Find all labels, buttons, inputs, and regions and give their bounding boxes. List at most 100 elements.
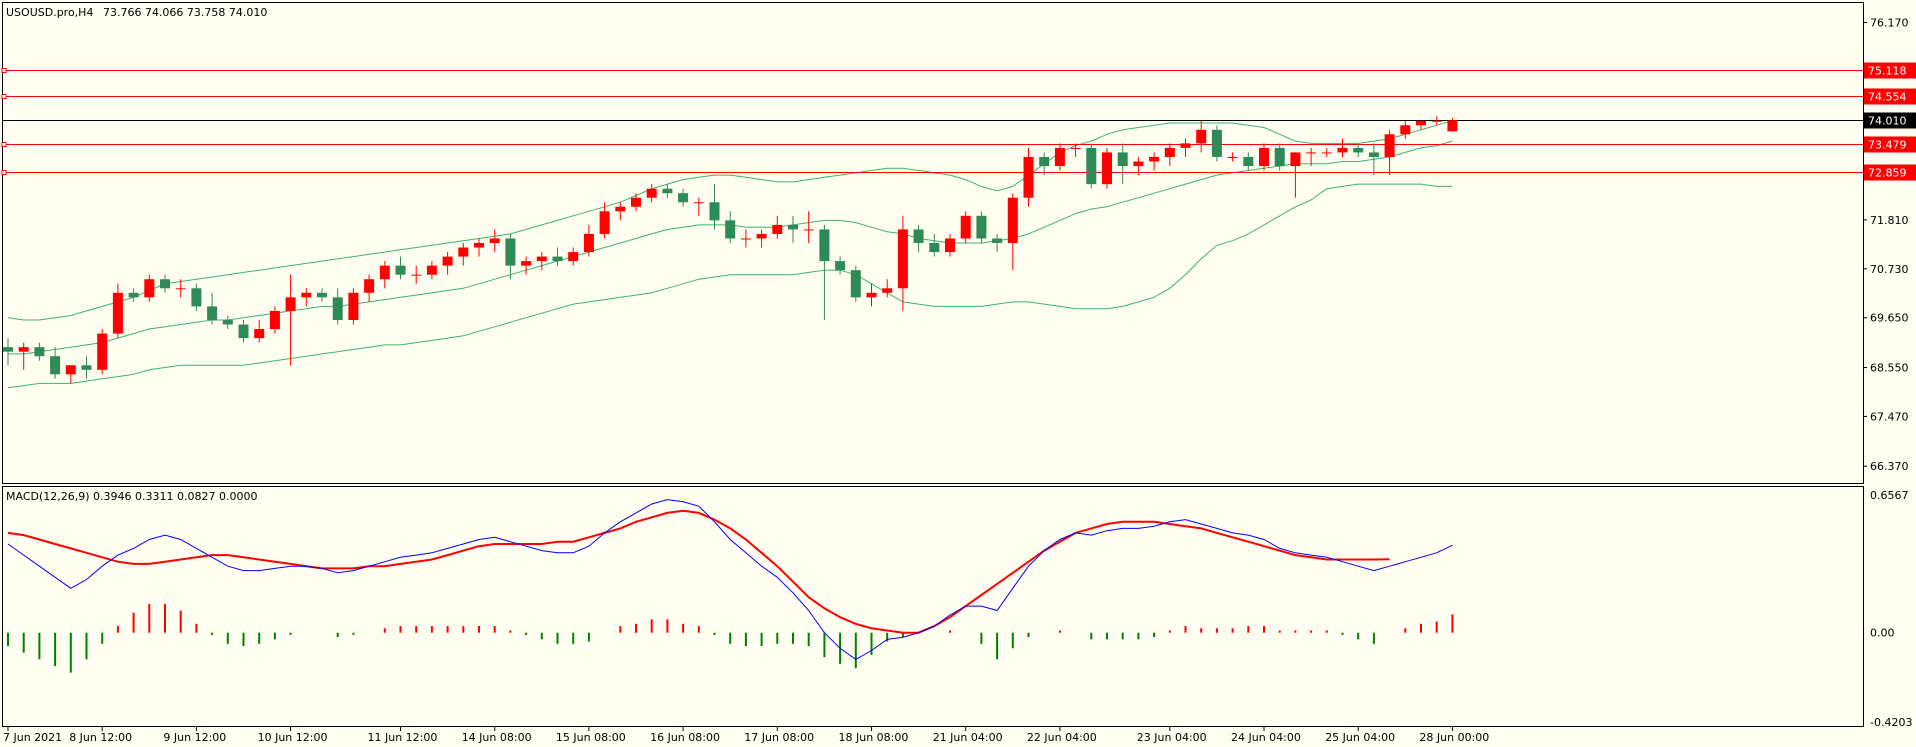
time-label: 24 Jun 04:00 <box>1231 731 1301 744</box>
candle-bull <box>285 297 296 311</box>
time-label: 8 Jun 12:00 <box>69 731 132 744</box>
candle-bear <box>788 224 798 230</box>
level-price-tag <box>1864 164 1916 181</box>
level-price-tag <box>1864 88 1916 105</box>
level-handle <box>1 170 7 175</box>
candle-bull <box>144 279 155 298</box>
candle-bear <box>709 202 720 221</box>
horizontal-levels[interactable]: 75.118 74.554 73.479 72.859 74.010 <box>1 62 1916 181</box>
candle-bull <box>112 292 123 334</box>
macd-header: MACD(12,26,9) 0.3946 0.3311 0.0827 0.000… <box>6 490 258 503</box>
bb-upper-line <box>7 120 1453 321</box>
candle-bull <box>740 238 751 240</box>
candle-bull <box>1007 197 1018 243</box>
time-label: 15 Jun 08:00 <box>556 731 626 744</box>
time-label: 21 Jun 04:00 <box>933 731 1003 744</box>
candle-bull <box>458 247 469 257</box>
candle-bull <box>1306 152 1317 154</box>
macd-axis-label: -0.4203 <box>1870 716 1912 729</box>
candle-bear <box>552 256 563 262</box>
price-axis: 76.170 71.810 70.730 69.650 68.550 67.470 66.3… <box>1863 16 1909 473</box>
macd-axis: 0.6567 0.00 -0.4203 <box>1870 489 1912 729</box>
candle-bull <box>1416 120 1426 126</box>
candle-bull <box>254 329 265 339</box>
candle-bull <box>1054 147 1065 167</box>
candle-bull <box>442 256 453 266</box>
candle-bull <box>521 261 532 266</box>
candle-bull <box>1337 147 1348 153</box>
candle-bull <box>1196 129 1207 144</box>
candle-bull <box>945 238 955 253</box>
candle-bull <box>1290 152 1301 167</box>
candle-bear <box>913 229 924 243</box>
candle-bull <box>960 215 971 239</box>
candle-bull <box>1102 152 1112 185</box>
candle-bear <box>81 365 92 370</box>
level-price-tag <box>1864 62 1916 79</box>
macd-signal-line <box>7 509 1390 634</box>
time-label: 16 Jun 08:00 <box>650 731 720 744</box>
candle-bear <box>191 288 202 307</box>
candle-bull <box>411 274 422 276</box>
candle-bull <box>1180 143 1191 148</box>
candle-bear <box>160 279 170 289</box>
macd-histogram <box>7 603 1454 673</box>
time-label: 18 Jun 08:00 <box>839 731 909 744</box>
candle-bull <box>301 292 312 298</box>
candle-bull <box>97 333 108 370</box>
candle-bull <box>1149 156 1160 162</box>
price-label: 66.370 <box>1870 460 1909 473</box>
level-price-text: 75.118 <box>1868 65 1907 78</box>
candlestick-series <box>3 116 1458 384</box>
time-label: 10 Jun 12:00 <box>258 731 328 744</box>
level-price-tag <box>1864 136 1916 153</box>
candle-bear <box>1353 147 1364 153</box>
time-label: 7 Jun 2021 <box>3 731 62 744</box>
level-handle <box>1 68 7 73</box>
time-label: 25 Jun 04:00 <box>1325 731 1395 744</box>
candle-bear <box>1086 147 1097 185</box>
candle-bull <box>364 279 375 293</box>
candle-bull <box>583 233 594 253</box>
price-label: 67.470 <box>1870 410 1909 423</box>
candle-bear <box>207 306 218 320</box>
candle-bull <box>772 224 783 234</box>
time-label: 28 Jun 00:00 <box>1419 731 1489 744</box>
candle-bear <box>222 319 233 325</box>
macd-axis-label: 0.00 <box>1870 627 1895 640</box>
candle-bear <box>929 243 940 253</box>
candle-bear <box>976 215 987 239</box>
bb-lower-line <box>7 183 1453 389</box>
candle-bull <box>1023 156 1034 198</box>
candle-bull <box>348 292 359 320</box>
candle-bear <box>678 193 689 203</box>
current-price-text: 74.010 <box>1868 115 1907 128</box>
candle-bear <box>835 261 846 271</box>
candle-bear <box>850 270 861 298</box>
level-price-text: 72.859 <box>1868 167 1907 180</box>
level-price-text: 74.554 <box>1868 91 1907 104</box>
candle-bull <box>866 292 877 298</box>
candle-bear <box>332 297 343 320</box>
candle-bull <box>489 238 500 243</box>
candle-bull <box>756 233 767 239</box>
candle-bull <box>269 310 280 330</box>
candle-bear <box>1039 156 1050 167</box>
time-label: 17 Jun 08:00 <box>744 731 814 744</box>
candle-bear <box>1211 129 1222 157</box>
time-label: 14 Jun 08:00 <box>462 731 532 744</box>
candle-bull <box>1133 161 1144 167</box>
candle-bull <box>693 202 704 204</box>
macd-main-line <box>7 499 1453 660</box>
candle-bear <box>317 292 327 298</box>
candle-bull <box>379 265 390 280</box>
candle-bear <box>819 229 830 262</box>
candle-bear <box>505 238 516 266</box>
price-label: 76.170 <box>1870 16 1909 29</box>
candle-bull <box>1164 147 1175 157</box>
ohlc-values: 73.766 74.066 73.758 74.010 <box>103 6 267 19</box>
price-label: 69.650 <box>1870 312 1909 325</box>
time-label: 11 Jun 12:00 <box>368 731 438 744</box>
